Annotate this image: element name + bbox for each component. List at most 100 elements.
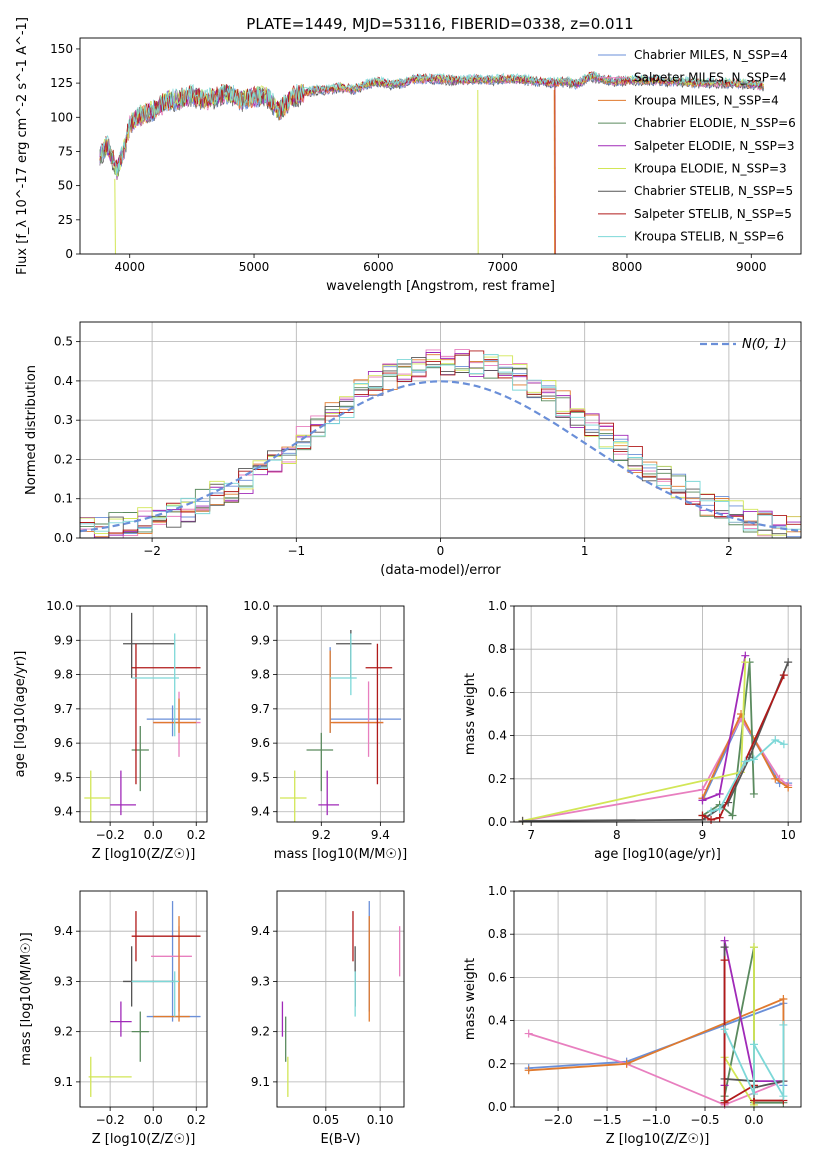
x-tick-label: 0.2 (187, 1113, 206, 1127)
plot-area (84, 612, 201, 822)
spectrum-drop (114, 178, 116, 255)
y-tick-label: 9.9 (54, 633, 73, 647)
y-axis-label: Flux [f_λ 10^-17 erg cm^-2 s^-1 A^-1] (15, 17, 30, 275)
weight-marker (779, 1020, 788, 1029)
y-tick-label: 150 (50, 42, 73, 56)
legend-label: Kroupa STELIB, N_SSP=6 (634, 230, 784, 244)
y-tick-label: 10.0 (243, 599, 270, 613)
gaussian-curve (79, 380, 802, 533)
legend-label: Salpeter STELIB, N_SSP=5 (634, 207, 792, 221)
y-tick-label: 0.2 (488, 1057, 507, 1071)
spectrum-line (99, 71, 764, 167)
x-axis-label: Z [log10(Z/Z☉)] (92, 847, 196, 862)
legend: N(0, 1) (700, 337, 787, 352)
y-tick-label: 0.3 (54, 413, 73, 427)
axes-frame (276, 605, 405, 823)
y-tick-label: 9.4 (251, 805, 270, 819)
x-tick-label: 2 (725, 544, 733, 558)
x-tick-label: 5000 (239, 260, 270, 274)
chart-mass-vs-ebv: 0.05 0.10 9.1 9.2 9.3 9.4 E(B-V) (251, 890, 405, 1147)
x-tick-label: −0.2 (96, 1113, 125, 1127)
gridlines (277, 605, 404, 822)
y-tick-label: 9.6 (251, 736, 270, 750)
y-tick-label: 9.6 (54, 736, 73, 750)
weight-marker (784, 658, 793, 667)
weight-marker (698, 785, 707, 794)
weight-marker (720, 1025, 729, 1034)
axes-frame (79, 321, 802, 539)
y-axis-label: mass [log10(M/M☉)] (19, 932, 34, 1065)
weight-marker (518, 816, 527, 825)
x-tick-label: 0.0 (144, 828, 163, 842)
y-tick-label: 0.8 (488, 642, 507, 656)
y-tick-label: 0.1 (54, 492, 73, 506)
x-tick-label: −1.5 (592, 1113, 621, 1127)
y-tick-label: 0.6 (488, 970, 507, 984)
x-tick-label: 8000 (612, 260, 643, 274)
axes-frame (276, 890, 405, 1108)
x-axis-label: (data-model)/error (380, 563, 501, 578)
y-tick-label: 9.2 (54, 1025, 73, 1039)
legend-label: N(0, 1) (742, 337, 787, 352)
x-tick-label: 0 (437, 544, 445, 558)
y-tick-label: 9.3 (54, 974, 73, 988)
y-axis-label: Normed distribution (24, 365, 39, 495)
x-tick-label: −1 (287, 544, 305, 558)
weight-marker (720, 1098, 729, 1107)
plot-area (79, 348, 802, 539)
plot-area (524, 936, 788, 1109)
weight-marker (749, 1090, 758, 1099)
legend-label: Kroupa MILES, N_SSP=4 (634, 93, 779, 107)
x-tick-label: 6000 (363, 260, 394, 274)
y-tick-label: 1.0 (488, 599, 507, 613)
y-tick-label: 10.0 (46, 599, 73, 613)
x-tick-label: 0.2 (187, 828, 206, 842)
gridlines (514, 890, 801, 1108)
y-tick-label: 50 (58, 179, 73, 193)
figure-title: PLATE=1449, MJD=53116, FIBERID=0338, z=0… (246, 15, 633, 33)
plot-area (281, 901, 401, 1097)
weight-marker (784, 783, 793, 792)
chart-residuals: −2 −1 0 1 2 0.0 0.1 0.2 0.3 0.4 0.5 (data-model)/er… (24, 321, 802, 578)
x-tick-label: 9.4 (371, 828, 390, 842)
plot-area (99, 71, 765, 255)
chart-age-vs-z: −0.2 0.0 0.2 9.4 9.5 9.6 9.7 9.8 9.9 10.0 Z [log10… (13, 599, 208, 862)
y-tick-label: 9.4 (54, 924, 73, 938)
y-tick-label: 9.1 (54, 1075, 73, 1089)
weight-marker (741, 757, 750, 766)
weight-marker (779, 1092, 788, 1101)
weight-marker (741, 658, 750, 667)
x-tick-label: 0.0 (744, 1113, 763, 1127)
weight-marker (749, 1040, 758, 1049)
y-axis-label: mass weight (463, 958, 478, 1040)
x-axis-label: wavelength [Angstrom, rest frame] (326, 279, 555, 294)
y-tick-label: 9.4 (54, 805, 73, 819)
x-tick-label: 9 (699, 828, 707, 842)
weight-marker (622, 1059, 631, 1068)
weight-marker (779, 671, 788, 680)
weight-marker (720, 956, 729, 965)
y-tick-label: 9.8 (251, 668, 270, 682)
legend-label: Salpeter ELODIE, N_SSP=3 (634, 139, 795, 153)
weight-marker (720, 943, 729, 952)
y-tick-label: 9.9 (251, 633, 270, 647)
legend: Chabrier MILES, N_SSP=4 Salpeter MILES, N… (598, 48, 796, 244)
y-tick-label: 0.0 (54, 531, 73, 545)
x-tick-label: 8 (613, 828, 621, 842)
x-tick-label: 10 (781, 828, 796, 842)
weight-line (701, 711, 789, 799)
y-tick-label: 0.2 (488, 772, 507, 786)
weight-marker (728, 811, 737, 820)
legend-label: Chabrier STELIB, N_SSP=5 (634, 184, 793, 198)
axes-frame (79, 890, 208, 1108)
gridlines (514, 605, 801, 823)
chart-age-vs-mass: 9.2 9.4 9.4 9.5 9.6 9.7 9.8 9.9 10.0 mass [log10(… (243, 599, 407, 862)
weight-marker (771, 774, 780, 783)
weight-marker (779, 995, 788, 1003)
x-tick-label: 0.05 (312, 1113, 339, 1127)
x-axis-label: Z [log10(Z/Z☉)] (92, 1132, 196, 1147)
axes-frame (513, 890, 802, 1108)
y-tick-label: 1.0 (488, 884, 507, 898)
x-tick-label: −2 (143, 544, 161, 558)
